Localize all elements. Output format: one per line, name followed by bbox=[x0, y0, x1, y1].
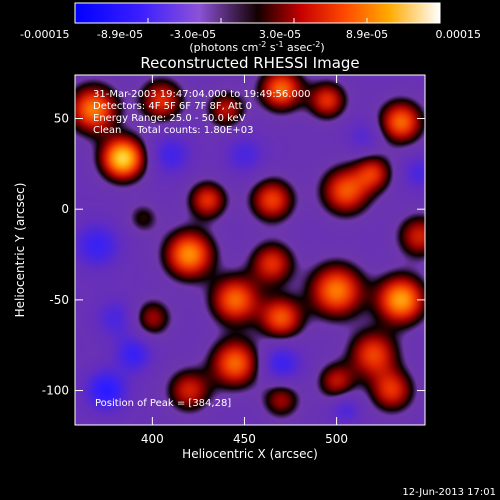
colorbar-tick-label: -3.0e-05 bbox=[170, 28, 216, 41]
chart-title: Reconstructed RHESSI Image bbox=[140, 54, 359, 72]
colorbar-tick-labels: -0.00015 -8.9e-05 -3.0e-05 3.0e-05 8.9e-… bbox=[20, 28, 481, 41]
annotation-time: 31-Mar-2003 19:47:04.000 to 19:49:56.000 bbox=[93, 89, 311, 100]
peak-position-label: Position of Peak = [384,28] bbox=[95, 398, 231, 409]
x-tick-label: 500 bbox=[325, 432, 348, 446]
colorbar-tick-label: 3.0e-05 bbox=[259, 28, 301, 41]
x-tick-labels: 400 450 500 bbox=[141, 432, 348, 446]
colorbar-tick-label: 0.00015 bbox=[436, 28, 482, 41]
y-tick-labels: 50 0 -50 -100 bbox=[42, 112, 69, 398]
y-tick-label: -50 bbox=[49, 293, 69, 307]
x-tick-label: 400 bbox=[141, 432, 164, 446]
plot-area bbox=[74, 74, 426, 426]
colorbar-tick-label: -0.00015 bbox=[20, 28, 69, 41]
colorbar-ticks bbox=[74, 18, 441, 23]
plot-frame bbox=[74, 74, 426, 426]
axis-ticks bbox=[75, 75, 425, 425]
annotation-block: 31-Mar-2003 19:47:04.000 to 19:49:56.000… bbox=[93, 89, 311, 136]
colorbar-strip bbox=[74, 2, 441, 24]
x-tick-label: 450 bbox=[233, 432, 256, 446]
heatmap-canvas bbox=[75, 75, 425, 425]
annotation-energy: Energy Range: 25.0 - 50.0 keV bbox=[93, 113, 246, 124]
y-tick-label: -100 bbox=[42, 384, 69, 398]
annotation-detectors: Detectors: 4F 5F 6F 7F 8F, Att 0 bbox=[93, 101, 252, 112]
x-axis-label: Heliocentric X (arcsec) bbox=[182, 447, 318, 461]
footer-date: 12-Jun-2013 17:01 bbox=[402, 487, 496, 498]
y-tick-label: 0 bbox=[61, 202, 69, 216]
colorbar-tick-label: 8.9e-05 bbox=[346, 28, 388, 41]
annotation-counts: Clean Total counts: 1.80E+03 bbox=[93, 125, 253, 136]
colorbar: -0.00015 -8.9e-05 -3.0e-05 3.0e-05 8.9e-… bbox=[20, 2, 481, 54]
colorbar-unit-label: (photons cm-2 s-1 asec-2) bbox=[189, 40, 324, 54]
y-tick-label: 50 bbox=[54, 112, 69, 126]
y-axis-label: Heliocentric Y (arcsec) bbox=[13, 183, 27, 318]
colorbar-tick-label: -8.9e-05 bbox=[97, 28, 143, 41]
